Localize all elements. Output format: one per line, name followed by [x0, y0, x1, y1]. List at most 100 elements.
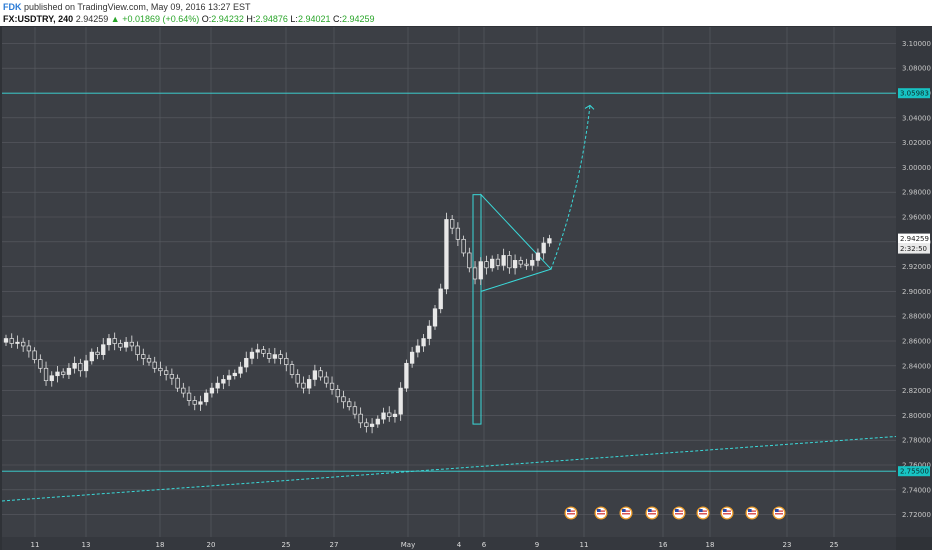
resistance-price-tag: 3.05983: [900, 90, 929, 98]
candle-up: [415, 345, 420, 353]
flag-stripe: [567, 510, 575, 512]
support-price-tag-box: [898, 466, 930, 477]
rising-trendline: [1, 435, 897, 502]
countdown-tag: 2:32:50: [900, 245, 927, 253]
time-tick-label: 4: [457, 541, 462, 549]
candle-up: [123, 341, 129, 348]
flag-pole-box: [472, 194, 482, 425]
time-tick-label: May: [401, 541, 415, 549]
drawing-tools: [1, 92, 897, 502]
time-axis[interactable]: [2, 537, 896, 550]
candle-up: [232, 372, 237, 377]
us-flag-icon: [564, 506, 578, 520]
candle-up: [3, 338, 9, 343]
candle-up: [255, 349, 260, 353]
candle-up: [307, 379, 312, 389]
candle-down: [141, 354, 146, 359]
candle-up: [427, 325, 432, 339]
candle-down: [347, 401, 352, 408]
candle-down: [78, 362, 83, 372]
price-tick-label: 2.86000: [902, 338, 931, 346]
flag-stripe: [597, 513, 605, 515]
candle-up: [106, 338, 112, 346]
candle-up: [83, 360, 89, 372]
candle-down: [364, 422, 369, 427]
us-flag-icon: [645, 506, 659, 520]
low-value: 2.94021: [297, 14, 331, 24]
candle-up: [209, 387, 215, 394]
candle-up: [15, 341, 20, 344]
price-tick-label: 3.04000: [902, 114, 931, 122]
time-axis-ticks: 11 13 18 20 25 27 May 4 6 9 11 16 18 23 25: [31, 541, 839, 549]
price-tick-label: 2.98000: [902, 189, 931, 197]
last-price-tag-box: [898, 233, 930, 244]
candle-up: [66, 367, 72, 375]
candle-down: [335, 389, 340, 398]
change-arrow-icon: ▲: [110, 14, 120, 24]
candle-up: [438, 288, 443, 310]
candle-up: [490, 258, 495, 269]
candle-down: [495, 258, 501, 266]
candle-down: [175, 377, 180, 389]
candle-up: [512, 260, 518, 269]
price-axis[interactable]: [896, 27, 932, 537]
candle-down: [341, 396, 346, 403]
candle-up: [55, 371, 60, 377]
close-label: C:: [333, 14, 342, 24]
candle-down: [324, 376, 329, 384]
candle-down: [26, 345, 32, 352]
time-tick-label: 25: [282, 541, 291, 549]
plot-area[interactable]: [2, 27, 896, 537]
candle-up: [421, 338, 426, 347]
candle-down: [387, 412, 392, 417]
flag-canton: [597, 509, 601, 512]
candle-up: [272, 354, 277, 359]
candle-up: [215, 382, 220, 389]
candle-up: [535, 252, 541, 261]
price-change: +0.01869 (+0.64%): [122, 14, 200, 24]
flag-stripe: [648, 510, 656, 512]
candle-up: [409, 351, 415, 364]
price-tick-label: 3.10000: [902, 40, 931, 48]
candle-up: [501, 255, 506, 266]
publisher-name[interactable]: FDK: [3, 2, 22, 12]
candle-down: [158, 367, 163, 372]
economic-events: [564, 506, 786, 520]
time-tick-label: 27: [330, 541, 339, 549]
candle-down: [192, 400, 197, 405]
ohlc-line: FX:USDTRY, 240 2.94259 ▲ +0.01869 (+0.64…: [3, 14, 375, 24]
us-flag-icon: [745, 506, 759, 520]
flag-stripe: [723, 513, 731, 515]
candle-down: [455, 227, 461, 240]
resistance-price-tag-box: [898, 88, 930, 99]
low-label: L:: [290, 14, 298, 24]
us-flag-icon: [594, 506, 608, 520]
candle-down: [507, 255, 512, 269]
candle-up: [381, 412, 386, 420]
candle-up: [198, 401, 203, 405]
candle-down: [467, 252, 472, 269]
symbol-label: FX:USDTRY, 240: [3, 14, 74, 24]
candle-down: [289, 364, 295, 375]
price-tick-label: 2.88000: [902, 313, 931, 321]
candle-up: [392, 413, 398, 417]
candle-down: [358, 413, 363, 424]
candle-up: [369, 423, 375, 427]
candle-down: [461, 238, 466, 254]
price-chart[interactable]: 3.100003.080003.060003.040003.020003.000…: [0, 26, 932, 550]
candle-down: [524, 263, 529, 266]
candle-up: [204, 392, 209, 403]
flag-stripe: [597, 510, 605, 512]
open-value: 2.94232: [211, 14, 244, 24]
us-flag-icon: [720, 506, 734, 520]
candlestick-series: [3, 212, 552, 434]
candle-down: [301, 382, 306, 389]
candle-up: [101, 344, 106, 355]
open-label: O:: [201, 14, 212, 24]
candle-down: [146, 358, 152, 363]
candle-down: [450, 219, 455, 229]
price-tick-label: 2.92000: [902, 263, 931, 271]
candle-down: [38, 359, 43, 369]
candle-down: [32, 350, 37, 360]
last-price-tag: 2.94259: [900, 235, 929, 243]
